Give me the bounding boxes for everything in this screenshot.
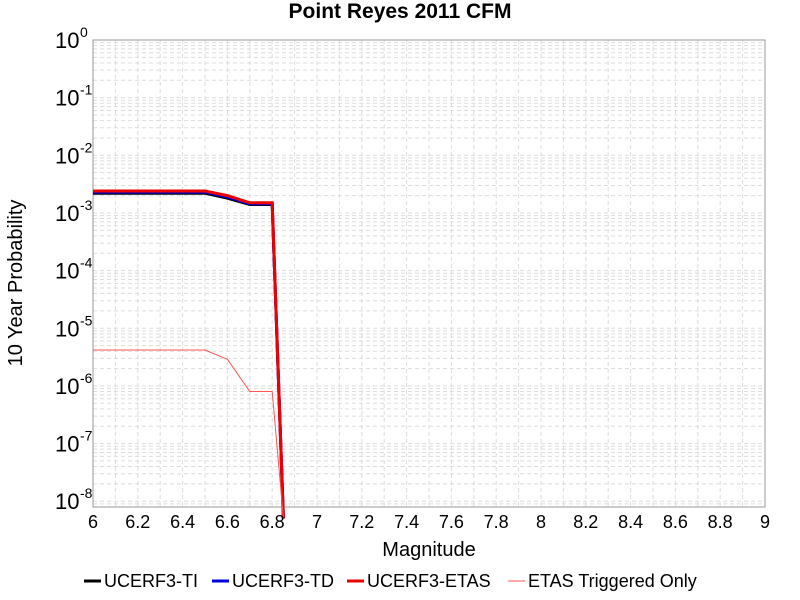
y-tick-label: 10 bbox=[55, 143, 79, 168]
y-tick-label: 10 bbox=[55, 432, 79, 457]
x-tick-label: 7 bbox=[312, 512, 322, 532]
x-tick-labels: 6 6.2 6.4 6.6 6.8 7 7.2 7.4 7.6 7.8 8 8.2 8.4 8.6 8.8 9 bbox=[88, 512, 770, 532]
y-tick-exponent: -1 bbox=[80, 82, 93, 98]
y-tick-exponent: -3 bbox=[80, 197, 93, 213]
x-tick-label: 8.4 bbox=[618, 512, 643, 532]
y-tick-exponent: -5 bbox=[80, 312, 93, 328]
y-axis-label: 10 Year Probability bbox=[5, 200, 27, 367]
y-tick-exponent: 0 bbox=[80, 24, 88, 40]
y-tick-label: 10 bbox=[55, 259, 79, 284]
y-tick-label: 10 bbox=[55, 86, 79, 111]
series-line-ucerf3-etas bbox=[93, 189, 285, 519]
x-tick-label: 8 bbox=[536, 512, 546, 532]
chart-title: Point Reyes 2011 CFM bbox=[289, 0, 512, 23]
x-tick-label: 7.8 bbox=[484, 512, 509, 532]
legend-label-ucerf3-etas: UCERF3-ETAS bbox=[367, 571, 491, 591]
y-tick-label: 10 bbox=[55, 201, 79, 226]
legend-label-etas-triggered-only: ETAS Triggered Only bbox=[528, 571, 697, 591]
y-tick-label: 10 bbox=[55, 316, 79, 341]
legend: UCERF3-TI UCERF3-TD UCERF3-ETAS ETAS Trigge… bbox=[84, 571, 697, 591]
x-tick-label: 7.2 bbox=[349, 512, 374, 532]
legend-label-ucerf3-td: UCERF3-TD bbox=[232, 571, 334, 591]
y-tick-exponent: -4 bbox=[80, 255, 93, 271]
y-tick-label: 10 bbox=[55, 489, 79, 514]
x-tick-label: 7.4 bbox=[394, 512, 419, 532]
x-tick-label: 6 bbox=[88, 512, 98, 532]
grid bbox=[92, 39, 766, 508]
plot-area-frame bbox=[92, 39, 766, 508]
x-tick-label: 6.8 bbox=[260, 512, 285, 532]
y-tick-exponent: -7 bbox=[80, 428, 93, 444]
x-tick-label: 9 bbox=[760, 512, 770, 532]
x-tick-label: 6.4 bbox=[170, 512, 195, 532]
x-axis-label: Magnitude bbox=[382, 539, 475, 561]
y-tick-exponent: -2 bbox=[80, 139, 93, 155]
x-tick-label: 6.2 bbox=[125, 512, 150, 532]
y-tick-exponent: -6 bbox=[80, 370, 93, 386]
series-layer bbox=[93, 189, 285, 519]
series-line-etas-triggered-only bbox=[93, 349, 284, 519]
y-tick-label: 10 bbox=[55, 28, 79, 53]
series-line-ucerf3-td bbox=[93, 190, 285, 519]
series-line-ucerf3-ti bbox=[93, 191, 285, 519]
y-tick-exponent: -8 bbox=[80, 485, 93, 501]
y-tick-label: 10 bbox=[55, 374, 79, 399]
x-tick-label: 8.8 bbox=[708, 512, 733, 532]
x-tick-label: 8.2 bbox=[573, 512, 598, 532]
x-tick-label: 7.6 bbox=[439, 512, 464, 532]
x-tick-label: 6.6 bbox=[215, 512, 240, 532]
x-tick-label: 8.6 bbox=[663, 512, 688, 532]
legend-label-ucerf3-ti: UCERF3-TI bbox=[104, 571, 198, 591]
